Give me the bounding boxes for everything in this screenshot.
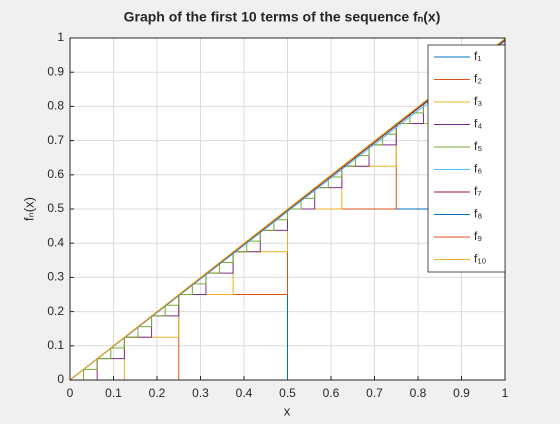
y-tick-label: 0.7 xyxy=(47,133,64,147)
y-tick-label: 0 xyxy=(57,372,64,386)
x-tick-label: 0.5 xyxy=(279,386,296,400)
x-tick-label: 0.6 xyxy=(323,386,340,400)
x-axis-label: x xyxy=(284,403,291,418)
x-tick-label: 0.3 xyxy=(192,386,209,400)
y-tick-label: 0.9 xyxy=(47,64,64,78)
legend-label: f₈ xyxy=(474,207,482,221)
x-tick-label: 0.8 xyxy=(410,386,427,400)
legend-label: f₄ xyxy=(474,117,482,131)
x-tick-label: 1 xyxy=(502,386,509,400)
y-tick-label: 0.2 xyxy=(47,304,64,318)
chart-title: Graph of the first 10 terms of the seque… xyxy=(124,9,441,25)
legend-label: f₆ xyxy=(474,162,482,176)
legend-label: f₂ xyxy=(474,72,482,86)
x-tick-label: 0.1 xyxy=(105,386,122,400)
x-tick-label: 0.4 xyxy=(236,386,253,400)
y-tick-label: 1 xyxy=(57,30,64,44)
legend-box xyxy=(427,44,506,273)
legend-label: f₉ xyxy=(474,229,482,243)
x-tick-label: 0.7 xyxy=(366,386,383,400)
x-tick-label: 0.2 xyxy=(149,386,166,400)
y-tick-label: 0.6 xyxy=(47,167,64,181)
x-tick-label: 0.9 xyxy=(453,386,470,400)
legend-label: f₁ xyxy=(474,49,481,63)
legend-label: f₁₀ xyxy=(474,252,486,266)
legend-label: f₃ xyxy=(474,94,482,108)
legend-label: f₅ xyxy=(474,139,482,153)
y-tick-label: 0.4 xyxy=(47,235,64,249)
legend-label: f₇ xyxy=(474,184,481,198)
y-tick-label: 0.5 xyxy=(47,201,64,215)
y-axis-label: fₙ(x) xyxy=(21,197,36,221)
y-tick-label: 0.1 xyxy=(47,338,64,352)
y-tick-label: 0.3 xyxy=(47,270,64,284)
y-tick-label: 0.8 xyxy=(47,99,64,113)
x-tick-label: 0 xyxy=(67,386,74,400)
